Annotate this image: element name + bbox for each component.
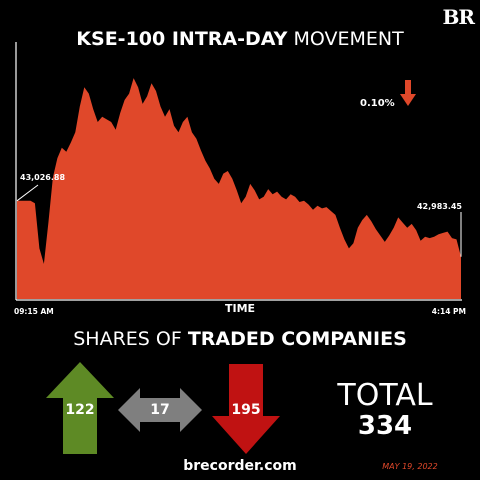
x-axis-title: TIME [224, 302, 256, 315]
open-value-label: 43,026.88 [20, 173, 65, 182]
area-series [17, 78, 461, 299]
date-label: MAY 19, 2022 [382, 462, 438, 471]
change-label: 0.10% [360, 98, 395, 109]
close-value-label: 42,983.45 [417, 202, 462, 211]
shares-arrows [46, 362, 280, 454]
x-tick-start: 09:15 AM [14, 307, 54, 316]
up-arrow-icon [46, 362, 114, 454]
double-arrow-icon [118, 388, 202, 432]
shares-title-regular: SHARES OF [73, 328, 182, 350]
intraday-chart: 43,026.88 42,983.45 09:15 AM 4:14 PM 0.1… [14, 42, 466, 316]
br-logo: BR [442, 5, 475, 29]
title-regular: MOVEMENT [293, 28, 404, 50]
advancers-count: 122 [65, 402, 95, 418]
title-bold: KSE-100 INTRA-DAY [76, 28, 288, 50]
open-leader-line [16, 184, 39, 202]
decliners-count: 195 [231, 402, 261, 418]
chart-title: KSE-100 INTRA-DAY MOVEMENT [0, 26, 480, 52]
unchanged-count: 17 [150, 402, 170, 418]
site-url: brecorder.com [183, 458, 297, 474]
total-value: 334 [357, 411, 413, 441]
shares-title-bold: TRADED COMPANIES [187, 328, 407, 350]
shares-title: SHARES OF TRADED COMPANIES [0, 326, 480, 352]
down-arrow-icon [212, 364, 280, 454]
down-arrow-icon [400, 80, 416, 106]
x-tick-end: 4:14 PM [432, 307, 466, 316]
total-label: TOTAL [337, 378, 433, 413]
